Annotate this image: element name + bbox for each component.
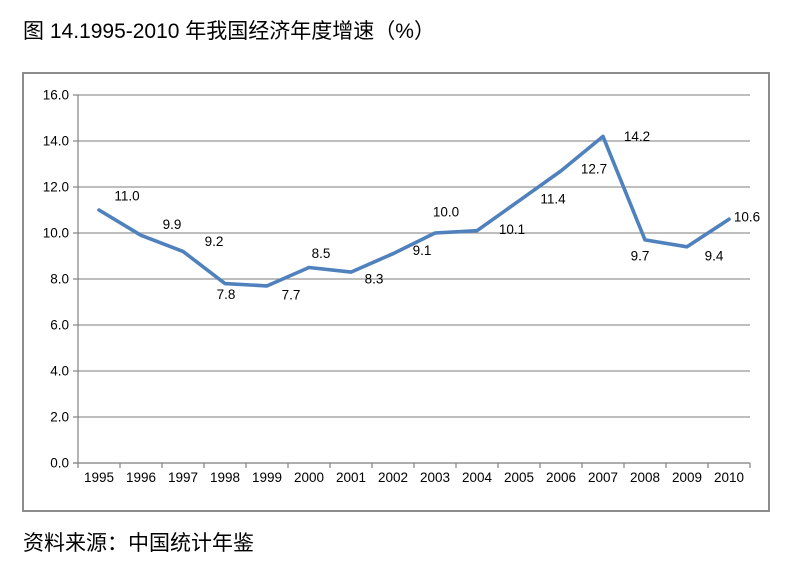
data-label: 9.7 [631, 248, 650, 263]
x-tick-label: 2006 [546, 470, 576, 485]
x-tick-label: 2010 [714, 470, 744, 485]
x-tick-label: 1995 [84, 470, 114, 485]
x-tick-label: 2003 [420, 470, 450, 485]
data-label: 9.2 [205, 234, 224, 249]
y-tick-label: 0.0 [50, 456, 69, 471]
x-tick-label: 1997 [168, 470, 198, 485]
data-label: 9.4 [705, 248, 724, 263]
data-label: 9.1 [413, 243, 432, 258]
data-label: 14.2 [624, 129, 650, 144]
data-label: 10.1 [499, 222, 525, 237]
x-tick-label: 2007 [588, 470, 618, 485]
growth-line [97, 134, 731, 288]
x-tick-label: 1999 [252, 470, 282, 485]
data-label: 7.8 [217, 287, 236, 302]
data-label: 11.4 [540, 191, 566, 206]
x-tick-label: 2004 [462, 470, 493, 485]
x-tick-label: 1998 [210, 470, 240, 485]
data-label: 10.6 [734, 210, 760, 225]
source-note: 资料来源：中国统计年鉴 [23, 532, 254, 555]
x-tick-label: 1996 [126, 470, 156, 485]
data-label: 12.7 [581, 161, 607, 176]
data-label: 9.9 [163, 217, 182, 232]
data-label: 10.0 [433, 205, 459, 220]
data-label: 8.3 [365, 272, 384, 287]
y-tick-label: 6.0 [50, 318, 69, 333]
x-tick-label: 2008 [630, 470, 660, 485]
y-tick-label: 12.0 [43, 180, 69, 195]
x-tick-label: 2005 [504, 470, 534, 485]
y-tick-label: 10.0 [43, 226, 69, 241]
data-label: 11.0 [114, 189, 139, 204]
y-tick-label: 4.0 [50, 364, 69, 379]
y-tick-label: 8.0 [50, 272, 69, 287]
y-tick-label: 2.0 [50, 410, 69, 425]
y-tick-label: 14.0 [43, 134, 69, 149]
chart-title: 图 14.1995-2010 年我国经济年度增速（%） [23, 20, 435, 43]
x-tick-label: 2009 [672, 470, 702, 485]
data-label: 7.7 [282, 287, 301, 302]
line-chart: 0.0 2.0 4.0 6.0 8.0 10.0 12.0 14.0 16.0 1995 1996 1… [43, 88, 760, 486]
x-tick-label: 2002 [378, 470, 408, 485]
y-tick-label: 16.0 [43, 88, 69, 103]
x-tick-label: 2001 [336, 470, 366, 485]
chart-frame: 0.0 2.0 4.0 6.0 8.0 10.0 12.0 14.0 16.0 1995 1996 1… [22, 72, 770, 512]
x-tick-label: 2000 [294, 470, 324, 485]
data-label: 8.5 [312, 246, 331, 261]
